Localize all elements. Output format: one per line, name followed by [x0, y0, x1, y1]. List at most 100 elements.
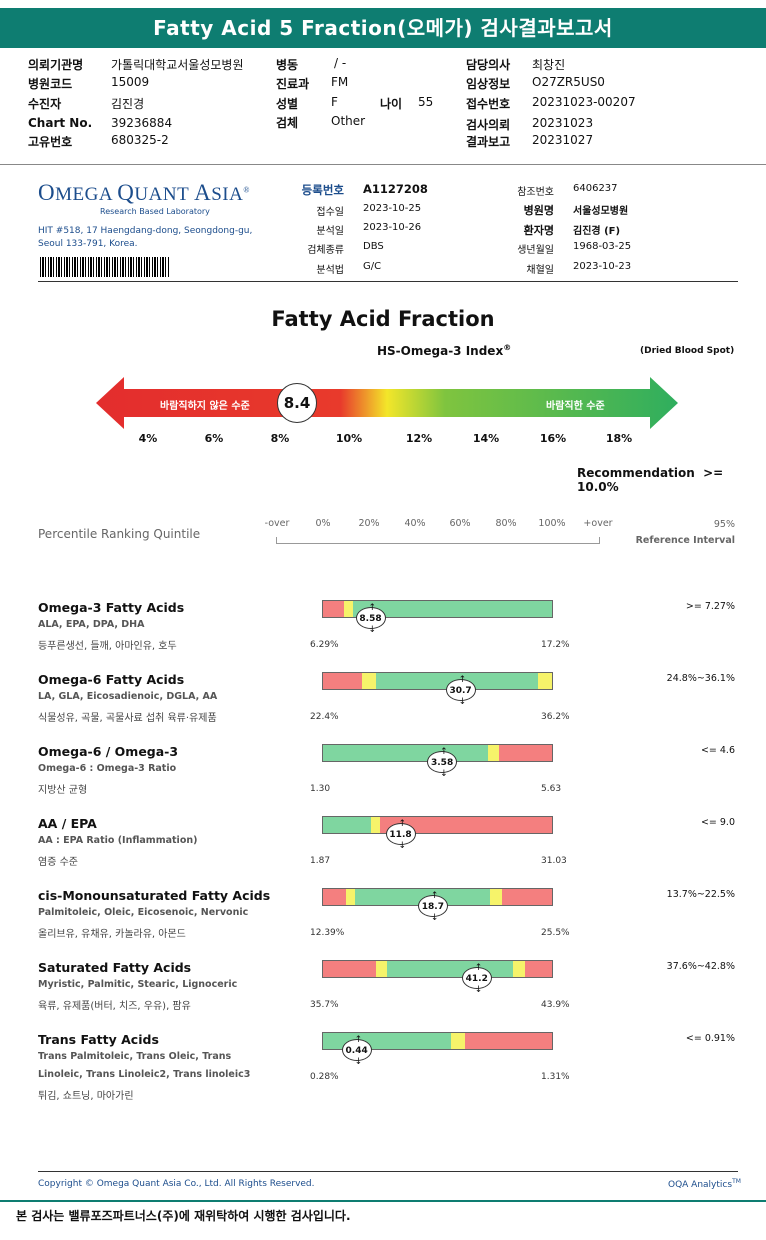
method-label: 분석법	[316, 265, 344, 276]
row-bar-segment	[323, 961, 376, 977]
row-food-sources: 올리브유, 유채유, 카놀라유, 아몬드	[38, 929, 186, 940]
row-high-value: 43.9%	[541, 1000, 570, 1010]
row-low-value: 12.39%	[310, 928, 345, 938]
oqa-brand: OQA AnalyticsTM	[668, 1178, 741, 1190]
row-title: Omega-6 / Omega-3	[38, 744, 179, 759]
row-high-value: 31.03	[541, 856, 567, 866]
row-title: Trans Fatty Acids	[38, 1032, 159, 1047]
specimen-value: Other	[331, 114, 366, 128]
index-arrow	[96, 377, 678, 429]
row-bar-segment	[375, 961, 388, 977]
dbs-label: (Dried Blood Spot)	[640, 346, 735, 356]
row-bar-segment	[323, 889, 346, 905]
row-bar-segment	[538, 673, 552, 689]
pt-name-value: 김진경 (F)	[573, 226, 621, 237]
patient-value: 김진경	[111, 97, 145, 111]
patient-label: 수진자	[28, 97, 62, 111]
row-food-sources: 튀김, 쇼트닝, 마아가린	[38, 1091, 134, 1102]
row-bar-segment	[513, 961, 525, 977]
row-bar-segment	[323, 745, 488, 761]
row-title: Omega-3 Fatty Acids	[38, 600, 185, 615]
row-reference: >= 7.27%	[685, 601, 735, 612]
row-bar-segment	[487, 745, 500, 761]
unique-no-label: 고유번호	[28, 135, 73, 149]
row-subtitle: Myristic, Palmitic, Stearic, Lignoceric	[38, 979, 238, 990]
draw-date-label: 채혈일	[526, 265, 554, 276]
row-high-value: 1.31%	[541, 1072, 570, 1082]
dept-value: FM	[331, 75, 349, 89]
row-reference: <= 4.6	[700, 745, 735, 756]
ward-value: / -	[334, 56, 347, 70]
reg-no-label: 등록번호	[301, 183, 344, 197]
clinical-label: 임상정보	[466, 77, 511, 91]
index-tick-label: 12%	[405, 432, 433, 445]
row-bar-segment	[352, 601, 552, 617]
reference-interval-label: Reference Interval	[635, 535, 735, 546]
index-label: HS-Omega-3 Index®	[377, 343, 512, 358]
row-subtitle: ALA, EPA, DPA, DHA	[38, 619, 145, 630]
row-value-marker: 30.7	[445, 669, 476, 713]
row-food-sources: 육류, 유제품(버터, 치즈, 우유), 팜유	[38, 1001, 191, 1012]
ward-label: 병동	[276, 58, 299, 72]
barcode	[40, 257, 170, 277]
row-subtitle: AA : EPA Ratio (Inflammation)	[38, 835, 198, 846]
hosp-name-value: 서울성모병원	[573, 206, 629, 217]
row-food-sources: 등푸른생선, 들깨, 아마인유, 호두	[38, 641, 177, 652]
row-high-value: 36.2%	[541, 712, 570, 722]
row-bar-segment	[490, 889, 502, 905]
reference-percent: 95%	[713, 519, 735, 530]
row-bar-segment	[387, 961, 514, 977]
row-value-marker: 3.58	[427, 741, 458, 785]
dob-label: 생년월일	[517, 245, 554, 256]
row-subtitle: LA, GLA, Eicosadienoic, DGLA, AA	[38, 691, 218, 702]
row-bar-segment	[361, 673, 376, 689]
fraction-title: Fatty Acid Fraction	[271, 307, 495, 331]
unique-no-value: 680325-2	[111, 133, 169, 147]
row-bar-segment	[343, 601, 353, 617]
recv-date-value: 2023-10-25	[363, 203, 422, 214]
sex-value: F	[331, 95, 338, 109]
request-label: 검사의뢰	[466, 118, 511, 132]
report-value: 20231027	[532, 133, 594, 147]
row-bar-segment	[323, 817, 372, 833]
recommendation: Recommendation >= 10.0%	[577, 466, 724, 494]
row-title: Saturated Fatty Acids	[38, 960, 192, 975]
row-food-sources: 식물성유, 곡물, 곡물사료 섭취 육류·유제품	[38, 713, 217, 724]
age-label: 나이	[380, 97, 403, 111]
row-bar	[322, 600, 553, 618]
specimen-type-label: 검체종류	[307, 245, 344, 256]
request-value: 20231023	[532, 116, 594, 130]
doctor-value: 최창진	[532, 58, 566, 72]
pt-name-label: 환자명	[523, 224, 554, 237]
row-low-value: 6.29%	[310, 640, 339, 650]
dob-value: 1968-03-25	[573, 241, 632, 252]
index-tick-label: 18%	[605, 432, 633, 445]
row-low-value: 0.28%	[310, 1072, 339, 1082]
index-tick-label: 8%	[270, 432, 290, 445]
reg-no-value: A1127208	[363, 182, 428, 196]
copyright: Copyright © Omega Quant Asia Co., Ltd. A…	[38, 1179, 315, 1189]
header-divider	[0, 164, 766, 165]
institution-label: 의뢰기관명	[28, 58, 84, 72]
row-title: AA / EPA	[38, 816, 97, 831]
row-bar-segment	[371, 817, 381, 833]
good-level-label: 바람직한 수준	[546, 401, 605, 412]
lab-divider	[38, 281, 738, 282]
percentile-tick-label: 100%	[538, 518, 566, 529]
row-bar	[322, 816, 553, 834]
row-reference: 37.6%~42.8%	[666, 961, 735, 972]
percentile-tick-label: 0%	[315, 518, 331, 529]
footer-divider	[38, 1171, 738, 1172]
row-reference: 13.7%~22.5%	[666, 889, 735, 900]
lab-address-2: Seoul 133-791, Korea.	[38, 239, 138, 249]
row-bar-segment	[524, 961, 552, 977]
lab-logo-sub: Research Based Laboratory	[100, 207, 210, 216]
row-subtitle-2: Linoleic, Trans Linoleic2, Trans linolei…	[38, 1069, 251, 1080]
row-reference: <= 9.0	[700, 817, 735, 828]
age-value: 55	[418, 95, 434, 109]
row-value-marker: 11.8	[385, 813, 416, 857]
row-low-value: 1.30	[310, 784, 331, 794]
row-low-value: 1.87	[310, 856, 331, 866]
percentile-tick-label: 60%	[449, 518, 471, 529]
row-value-marker: 41.2	[461, 957, 492, 1001]
